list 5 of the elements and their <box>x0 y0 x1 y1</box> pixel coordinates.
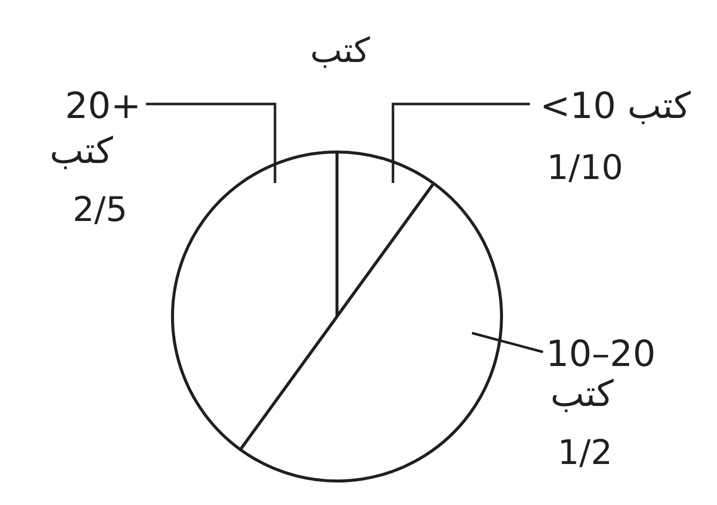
chart-title: كتب <box>310 31 371 71</box>
slice-label: <10 كتب <box>540 86 692 127</box>
data-label: 2/5 <box>72 190 128 230</box>
data-label: 1/2 <box>558 432 612 473</box>
data-label: 1/10 <box>546 148 624 188</box>
